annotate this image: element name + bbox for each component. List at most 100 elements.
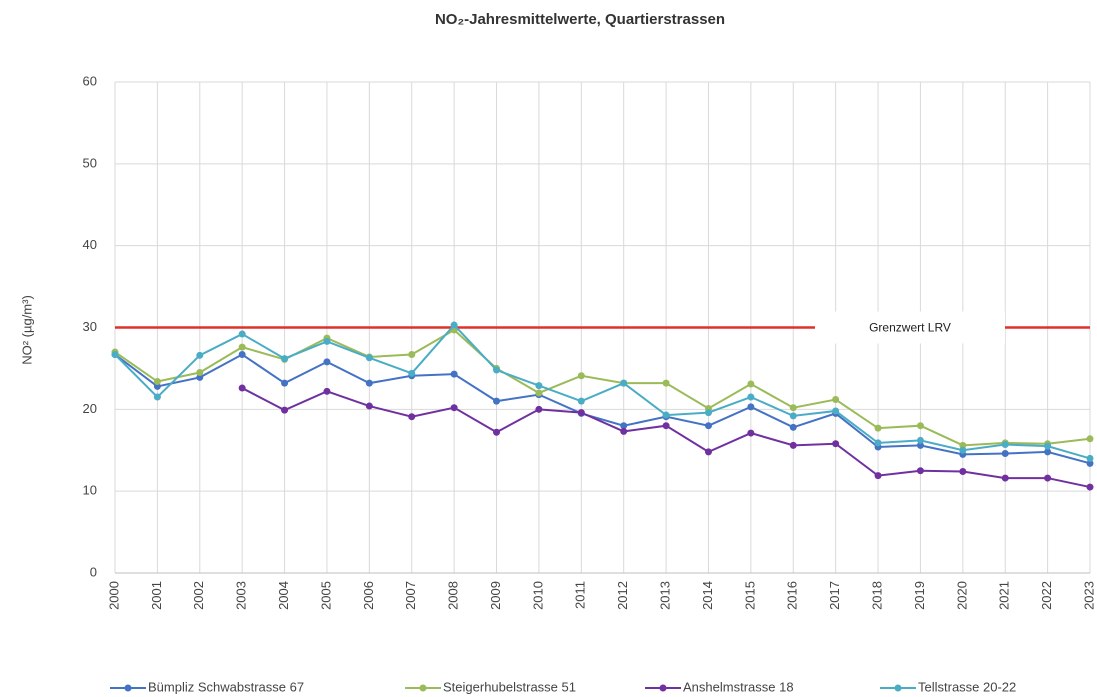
data-point xyxy=(832,440,840,448)
data-point xyxy=(747,403,755,411)
data-point xyxy=(1086,459,1094,467)
data-point xyxy=(153,393,161,401)
x-tick-label: 2018 xyxy=(869,581,884,610)
y-tick-label: 40 xyxy=(83,237,97,252)
series-line xyxy=(114,353,1091,465)
data-point xyxy=(959,441,967,449)
data-point xyxy=(916,441,924,449)
data-point xyxy=(789,423,797,431)
data-point xyxy=(281,355,289,363)
data-point xyxy=(620,422,628,430)
data-point xyxy=(281,379,289,387)
data-point xyxy=(238,351,246,359)
data-point xyxy=(196,373,204,381)
y-tick-label: 0 xyxy=(90,564,97,579)
data-point xyxy=(1044,448,1052,456)
data-point xyxy=(408,351,416,359)
x-tick-label: 2000 xyxy=(106,581,121,610)
data-point xyxy=(281,406,289,414)
data-point xyxy=(916,436,924,444)
data-point xyxy=(704,448,712,456)
data-point xyxy=(535,389,543,397)
legend-label: Steigerhubelstrasse 51 xyxy=(443,679,576,694)
x-tick-label: 2019 xyxy=(912,581,927,610)
legend-marker xyxy=(659,684,667,692)
chart-title: NO₂-Jahresmittelwerte, Quartierstrassen xyxy=(435,11,725,28)
data-point xyxy=(916,422,924,430)
y-tick-label: 10 xyxy=(83,483,97,498)
x-tick-label: 2001 xyxy=(149,581,164,610)
data-point xyxy=(959,468,967,476)
data-point xyxy=(662,379,670,387)
x-tick-label: 2016 xyxy=(785,581,800,610)
data-point xyxy=(577,397,585,405)
x-tick-label: 2012 xyxy=(615,581,630,610)
data-point xyxy=(1086,435,1094,443)
data-point xyxy=(789,404,797,412)
legend-marker xyxy=(124,684,132,692)
data-point xyxy=(704,409,712,417)
annotation: Grenzwert LRV xyxy=(869,321,951,335)
data-point xyxy=(662,422,670,430)
data-point xyxy=(704,422,712,430)
x-tick-label: 2005 xyxy=(318,581,333,610)
data-point xyxy=(323,358,331,366)
data-point xyxy=(789,441,797,449)
annotation-box xyxy=(815,311,1005,344)
data-point xyxy=(365,379,373,387)
legend-marker xyxy=(894,684,902,692)
legend-marker xyxy=(419,684,427,692)
data-point xyxy=(662,411,670,419)
data-point xyxy=(493,397,501,405)
data-point xyxy=(535,382,543,390)
y-tick-label: 30 xyxy=(83,319,97,334)
data-point xyxy=(1044,474,1052,482)
y-tick-label: 60 xyxy=(83,73,97,88)
x-tick-label: 2009 xyxy=(488,581,503,610)
data-point xyxy=(620,379,628,387)
x-tick-label: 2007 xyxy=(403,581,418,610)
data-point xyxy=(535,405,543,413)
legend-label: Anshelmstrasse 18 xyxy=(683,679,794,694)
data-point xyxy=(959,446,967,454)
data-point xyxy=(747,429,755,437)
x-tick-label: 2017 xyxy=(827,581,842,610)
y-tick-label: 20 xyxy=(83,401,97,416)
data-point xyxy=(238,384,246,392)
data-point xyxy=(153,382,161,390)
y-axis-label: NO² (µg/m³) xyxy=(19,295,34,365)
data-point xyxy=(408,413,416,421)
data-point xyxy=(874,424,882,432)
x-tick-label: 2013 xyxy=(658,581,673,610)
data-point xyxy=(832,396,840,404)
x-tick-label: 2010 xyxy=(530,581,545,610)
data-point xyxy=(1001,441,1009,449)
x-tick-label: 2004 xyxy=(276,581,291,610)
data-point xyxy=(238,343,246,351)
x-tick-label: 2023 xyxy=(1081,581,1096,610)
data-point xyxy=(493,366,501,374)
data-point xyxy=(196,369,204,377)
data-point xyxy=(365,354,373,362)
data-point xyxy=(111,351,119,359)
x-tick-label: 2006 xyxy=(361,581,376,610)
data-point xyxy=(365,402,373,410)
data-point xyxy=(1044,442,1052,450)
x-tick-label: 2014 xyxy=(700,581,715,610)
data-point xyxy=(832,407,840,415)
data-point xyxy=(323,387,331,395)
data-point xyxy=(789,412,797,420)
data-point xyxy=(747,380,755,388)
data-point xyxy=(747,393,755,401)
legend-label: Bümpliz Schwabstrasse 67 xyxy=(148,679,304,694)
data-point xyxy=(153,378,161,386)
x-tick-label: 2008 xyxy=(446,581,461,610)
data-point xyxy=(577,409,585,417)
data-point xyxy=(874,439,882,447)
data-point xyxy=(874,472,882,480)
data-point xyxy=(493,428,501,436)
x-tick-label: 2020 xyxy=(954,581,969,610)
data-point xyxy=(1001,474,1009,482)
data-point xyxy=(620,427,628,435)
